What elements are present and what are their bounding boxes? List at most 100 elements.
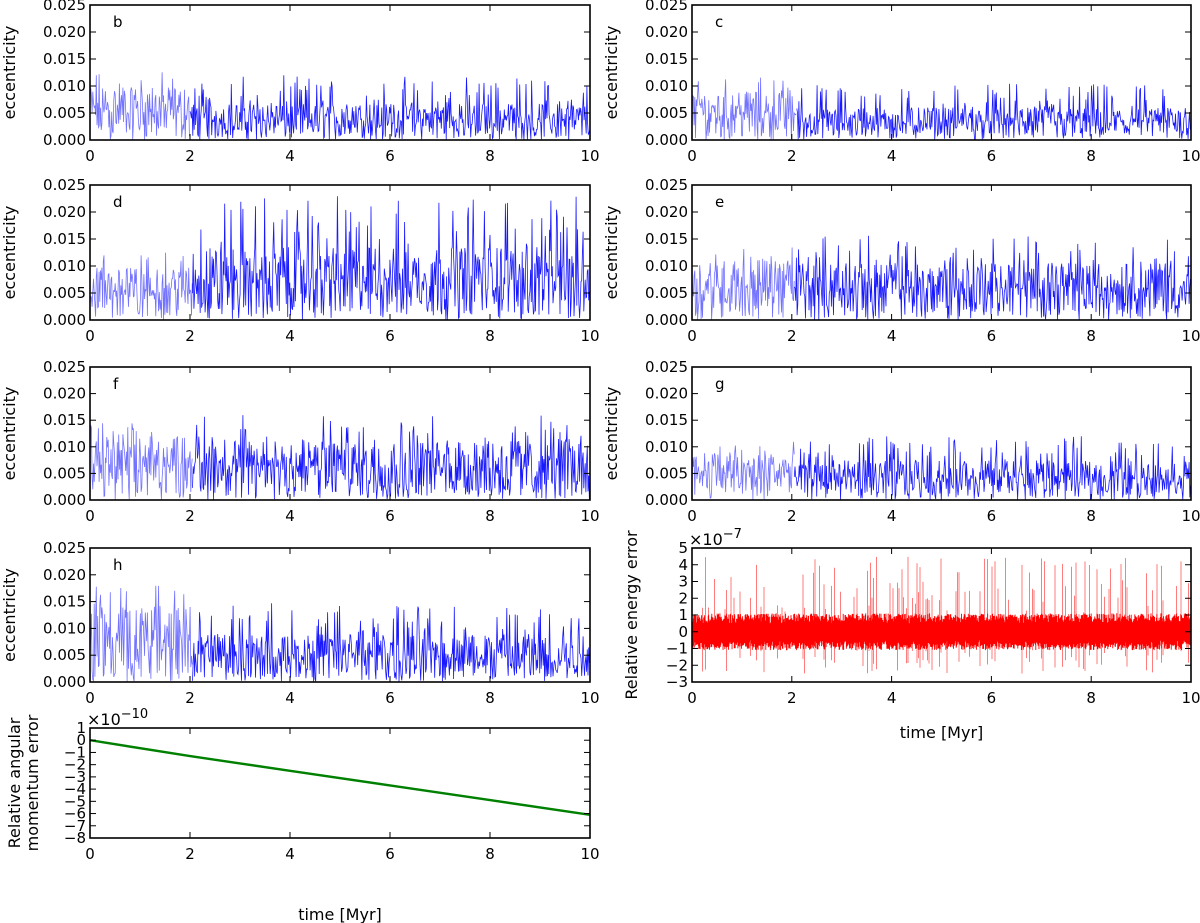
y-axis-label: eccentricity [0,206,19,300]
plot-area-angmom [90,739,590,816]
plot-area-b [90,72,590,140]
plot-area-f [90,415,590,500]
x-axis-label: time [Myr] [900,723,984,742]
x-tick-label: 4 [887,327,897,345]
x-tick-label: 8 [485,327,495,345]
y-tick-label: 5 [678,539,688,557]
series-line-e-seg1 [692,247,795,320]
axes-frame-e [691,184,1192,321]
y-tick-label: 1 [76,719,86,737]
axis-exponent-power: −7 [723,527,742,542]
y-tick-label: 0.005 [645,464,688,482]
y-tick-label: −5 [64,792,86,810]
x-tick-label: 10 [580,845,599,863]
x-tick-label: 2 [185,507,195,525]
y-tick-label: 0.015 [645,411,688,429]
plot-area-c [692,77,1191,140]
series-line-g-seg2 [793,436,1191,500]
y-tick-label: 2 [678,589,688,607]
panel-f: 0 2 4 6 8 10 0.000 0.005 0.010 0.015 0.020 0.025 f ec… [0,358,600,525]
y-axis-label: eccentricity [602,26,621,120]
x-tick-label: 6 [987,507,997,525]
series-line-h-seg1 [90,585,193,682]
y-tick-label: 0.020 [43,23,86,41]
x-tick-label: 8 [485,689,495,707]
plot-area-g [692,436,1191,500]
y-tick-label: 0.020 [645,203,688,221]
x-tick-label: 6 [385,689,395,707]
x-tick-label: 6 [987,689,997,707]
x-tick-label: 8 [485,147,495,165]
y-tick-label: 3 [678,573,688,591]
y-tick-label: 0.005 [43,464,86,482]
series-line-f-seg1 [90,423,193,500]
y-axis-label: momentum error [23,714,42,851]
x-tick-label: 10 [580,327,599,345]
series-line-angmom [90,739,590,816]
y-tick-label: 0.010 [43,438,86,456]
y-axis-label: eccentricity [602,206,621,300]
series-line-d-seg1 [90,252,193,320]
y-tick-label: −3 [64,768,86,786]
x-tick-label: 2 [185,689,195,707]
series-line-c-seg2 [796,83,1191,140]
x-tick-label: 2 [787,507,797,525]
panel-g: 0 2 4 6 8 10 0.000 0.005 0.010 0.015 0.020 0.025 g ec… [602,358,1200,525]
x-tick-label: 4 [285,147,295,165]
axes-frame-f [89,366,591,501]
axis-exponent-base: ×10 [689,530,723,549]
x-tick-label: 4 [887,147,897,165]
x-tick-label: 2 [787,689,797,707]
x-tick-label: 6 [987,147,997,165]
y-tick-label: 0.020 [43,203,86,221]
y-tick-label: 0.010 [43,77,86,95]
y-tick-label: −1 [64,743,86,761]
axis-exponent: ×10−10 [87,707,148,729]
x-tick-label: 6 [987,327,997,345]
y-tick-label: 1 [678,606,688,624]
y-tick-label: 0.000 [645,131,688,149]
x-tick-label: 0 [687,507,697,525]
y-tick-label: −7 [64,817,86,835]
series-line-b-seg1 [90,72,190,140]
x-tick-label: 8 [1086,147,1096,165]
y-tick-label: 0.010 [645,77,688,95]
y-tick-label: 0.025 [645,358,688,376]
y-tick-label: 0.015 [645,230,688,248]
series-line-e-seg2 [793,235,1191,320]
y-axis-label: Relative energy error [622,530,641,700]
x-tick-label: 2 [185,147,195,165]
y-tick-label: −6 [64,805,86,823]
y-tick-label: −4 [64,780,86,798]
panel-b: 0 2 4 6 8 10 0.000 0.005 0.010 0.015 0.020 0.025 b ec… [0,0,600,165]
series-line-c-seg1 [692,77,797,140]
y-tick-label: 0.020 [43,566,86,584]
y-axis-label: eccentricity [0,26,19,120]
y-tick-label: −8 [64,829,86,847]
y-axis-label: eccentricity [602,387,621,481]
x-tick-label: 4 [887,689,897,707]
y-axis-label: eccentricity [0,387,19,481]
y-tick-label: 0.020 [645,385,688,403]
y-tick-label: 0.025 [43,539,86,557]
y-tick-label: 0.005 [645,284,688,302]
y-tick-label: 0.010 [645,257,688,275]
y-tick-label: 0.020 [43,385,86,403]
x-tick-label: 0 [85,327,95,345]
x-tick-label: 4 [285,507,295,525]
axes-frame-angmom [89,727,591,839]
axes-frame-g [691,366,1192,501]
x-tick-label: 0 [85,845,95,863]
panel-h: 0 2 4 6 8 10 0.000 0.005 0.010 0.015 0.020 0.025 h ec… [0,539,600,707]
x-tick-label: 2 [185,327,195,345]
y-tick-label: 0 [678,623,688,641]
x-tick-label: 10 [1181,689,1200,707]
y-tick-label: 0.010 [645,438,688,456]
x-tick-label: 10 [580,689,599,707]
x-tick-label: 0 [85,507,95,525]
x-tick-label: 4 [285,689,295,707]
plot-area-energy [692,556,1191,674]
x-tick-label: 10 [580,147,599,165]
x-tick-label: 6 [385,507,395,525]
